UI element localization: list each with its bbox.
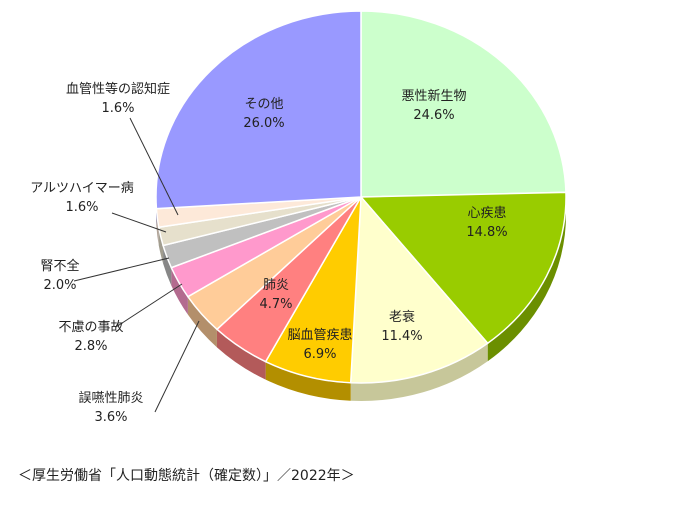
slice-label-senility: 老衰 — [389, 309, 415, 325]
slice-value-cancer: 24.6% — [413, 108, 454, 123]
slice-label-heart-disease: 心疾患 — [467, 206, 506, 221]
slice-value-other: 26.0% — [243, 116, 284, 131]
slice-label-vascular-dementia: 血管性等の認知症 — [66, 81, 170, 97]
leader-line-kidney-failure — [73, 257, 170, 282]
pie-chart: 悪性新生物 24.6% 心疾患 14.8% 老衰 11.4% 脳血管疾患 6.9% 肺炎 4.7%… — [30, 10, 567, 425]
slice-label-kidney-failure: 腎不全 — [40, 258, 79, 274]
slice-value-vascular-dementia: 1.6% — [101, 101, 134, 116]
leader-line-aspiration-pneumonia — [154, 320, 200, 413]
slice-side-alzheimers — [158, 227, 164, 264]
slice-label-other: その他 — [244, 97, 283, 112]
leader-line-accident — [115, 283, 183, 328]
slice-value-kidney-failure: 2.0% — [43, 278, 76, 293]
slice-side-aspiration-pneumonia — [187, 296, 217, 348]
slice-side-accident — [171, 267, 188, 315]
leader-line-vascular-dementia — [129, 117, 179, 216]
slice-label-pneumonia: 肺炎 — [263, 278, 289, 293]
source-note: ＜厚生労働省「人口動態統計（確定数）」／2022年＞ — [18, 468, 355, 484]
slice-label-aspiration-pneumonia: 誤嚥性肺炎 — [78, 390, 143, 406]
slice-side-senility — [350, 343, 488, 401]
slice-side-pneumonia — [216, 329, 266, 380]
slice-other — [155, 10, 362, 210]
slice-label-cancer: 悪性新生物 — [401, 88, 466, 104]
slice-side-heart-disease — [487, 197, 566, 362]
slice-side-kidney-failure — [163, 245, 172, 286]
slice-value-accident: 2.8% — [74, 339, 107, 354]
leader-lines — [73, 117, 200, 413]
pie-depth — [156, 197, 566, 401]
slice-label-alzheimers: アルツハイマー病 — [30, 181, 134, 196]
slice-value-alzheimers: 1.6% — [65, 200, 98, 215]
slice-cancer — [360, 10, 567, 198]
pie-slices — [155, 10, 567, 384]
slice-value-pneumonia: 4.7% — [259, 297, 292, 312]
slice-label-cerebrovascular: 脳血管疾患 — [287, 328, 352, 343]
leader-line-alzheimers — [111, 212, 167, 233]
slice-side-cerebrovascular — [265, 361, 351, 401]
slice-senility — [349, 195, 489, 384]
slice-value-cerebrovascular: 6.9% — [303, 347, 336, 362]
slice-heart-disease — [359, 191, 567, 345]
slice-label-accident: 不慮の事故 — [58, 320, 123, 335]
slice-value-heart-disease: 14.8% — [466, 225, 507, 240]
slice-labels: 悪性新生物 24.6% 心疾患 14.8% 老衰 11.4% 脳血管疾患 6.9% 肺炎 4.7%… — [30, 81, 507, 425]
slice-value-aspiration-pneumonia: 3.6% — [94, 410, 127, 425]
slice-value-senility: 11.4% — [381, 329, 422, 344]
